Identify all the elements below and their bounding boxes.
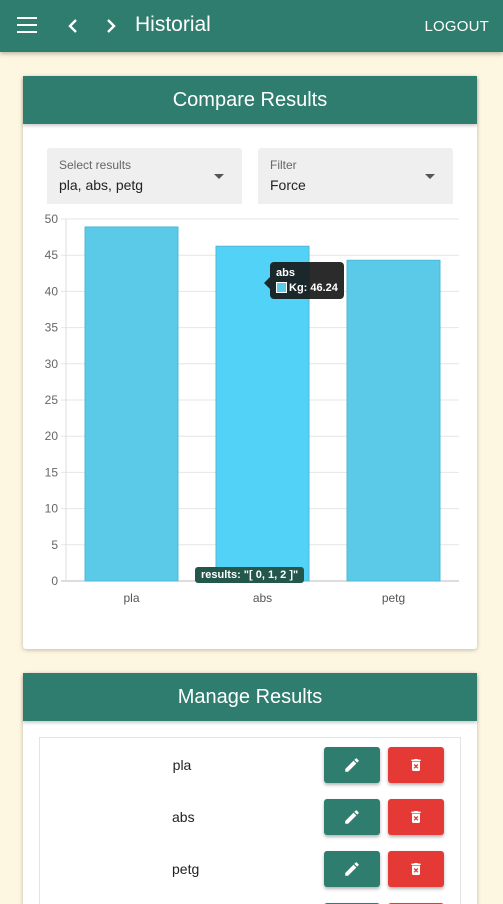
y-tick-label: 35 xyxy=(45,321,59,335)
result-name: pla xyxy=(172,757,192,773)
results-badge: results: "[ 0, 1, 2 ]" xyxy=(195,567,305,583)
y-tick-label: 25 xyxy=(45,393,59,407)
app-bar: Historial LOGOUT xyxy=(0,0,503,52)
pencil-icon xyxy=(345,862,359,876)
page-title: Historial xyxy=(135,13,211,36)
compare-results-title: Compare Results xyxy=(23,76,477,124)
tooltip-text: Kg: 46.24 xyxy=(289,282,338,294)
menu-icon[interactable] xyxy=(17,17,37,33)
x-tick-label: pla xyxy=(123,591,139,605)
y-tick-label: 15 xyxy=(45,465,59,479)
bar-petg xyxy=(346,259,441,582)
bar-pla xyxy=(84,226,179,582)
list-item: petg xyxy=(40,842,462,894)
pencil-icon xyxy=(345,810,359,824)
bar-chart: 0 5 10 15 20 25 30 35 40 45 50 pla abs petg xyxy=(45,212,459,605)
filter-label: Filter xyxy=(270,158,297,172)
list-item: abs xyxy=(40,790,462,842)
y-tick-label: 45 xyxy=(45,248,59,262)
bar-abs xyxy=(215,245,310,582)
manage-results-card: Manage Results pla abs petg xyxy=(23,673,477,904)
tooltip-title: abs xyxy=(276,267,295,279)
x-tick-label: abs xyxy=(253,591,272,605)
logout-button[interactable]: LOGOUT xyxy=(424,18,489,35)
chevron-right-icon[interactable] xyxy=(100,14,122,38)
select-results-dropdown[interactable]: Select results pla, abs, petg xyxy=(47,148,242,204)
manage-results-title: Manage Results xyxy=(23,673,477,721)
list-item-partial xyxy=(40,894,462,904)
list-item: pla xyxy=(40,738,462,790)
delete-button[interactable] xyxy=(388,799,444,835)
select-results-value: pla, abs, petg xyxy=(59,177,144,193)
result-name: abs xyxy=(172,809,195,825)
pencil-icon xyxy=(345,758,359,772)
trash-icon xyxy=(411,811,421,823)
delete-button[interactable] xyxy=(388,851,444,887)
y-tick-label: 30 xyxy=(45,357,59,371)
dropdown-caret-icon xyxy=(425,174,435,179)
y-tick-label: 50 xyxy=(45,212,59,226)
edit-button[interactable] xyxy=(324,851,380,887)
y-tick-label: 5 xyxy=(51,538,58,552)
select-results-label: Select results xyxy=(59,158,132,172)
y-tick-label: 40 xyxy=(45,284,59,298)
x-tick-label: petg xyxy=(382,591,405,605)
trash-icon xyxy=(411,863,421,875)
result-name: petg xyxy=(172,861,200,877)
dropdown-caret-icon xyxy=(214,174,224,179)
delete-button[interactable] xyxy=(388,747,444,783)
results-list: pla abs petg xyxy=(39,737,461,904)
trash-icon xyxy=(411,759,421,771)
compare-results-card: Compare Results Select results pla, abs,… xyxy=(23,76,477,649)
y-tick-label: 20 xyxy=(45,429,59,443)
y-tick-label: 10 xyxy=(45,502,59,516)
edit-button[interactable] xyxy=(324,747,380,783)
y-tick-label: 0 xyxy=(51,574,58,588)
chart-tooltip: abs Kg: 46.24 xyxy=(264,262,344,299)
filter-value: Force xyxy=(270,177,306,193)
chevron-left-icon[interactable] xyxy=(62,14,84,38)
edit-button[interactable] xyxy=(324,799,380,835)
tooltip-swatch xyxy=(276,282,287,293)
filter-dropdown[interactable]: Filter Force xyxy=(258,148,453,204)
